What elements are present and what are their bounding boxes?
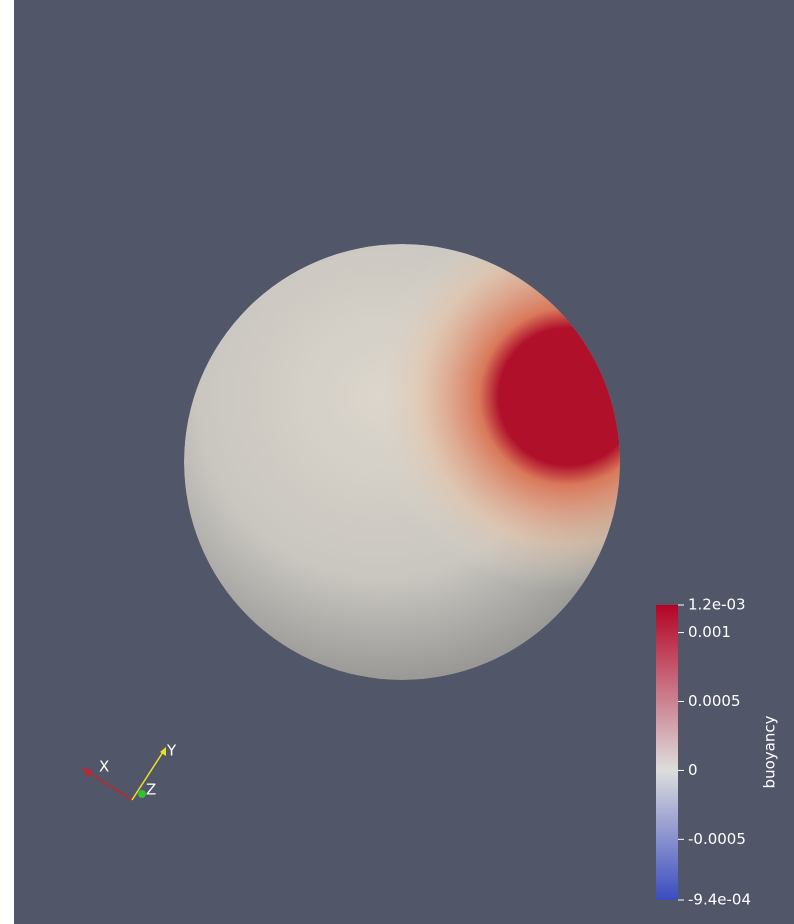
- axis-label: Y: [166, 742, 177, 760]
- sphere: [184, 244, 620, 680]
- color-bar: [656, 605, 678, 900]
- tick-label: -0.0005: [688, 830, 746, 848]
- page: X Y Z buoyancy 1.2e-03 0.001 0.0005 0 -0.000…: [0, 0, 794, 924]
- axis-label: X: [99, 758, 109, 776]
- tick-label: 0: [688, 761, 698, 779]
- tick-label: 1.2e-03: [688, 596, 746, 614]
- tick-label: 0.0005: [688, 692, 741, 710]
- render-view: X Y Z buoyancy 1.2e-03 0.001 0.0005 0 -0.000…: [0, 0, 794, 924]
- color-bar-title: buoyancy: [761, 715, 779, 788]
- tick-label: -9.4e-04: [688, 891, 751, 909]
- tick-label: 0.001: [688, 623, 731, 641]
- axis-label: Z: [146, 781, 156, 799]
